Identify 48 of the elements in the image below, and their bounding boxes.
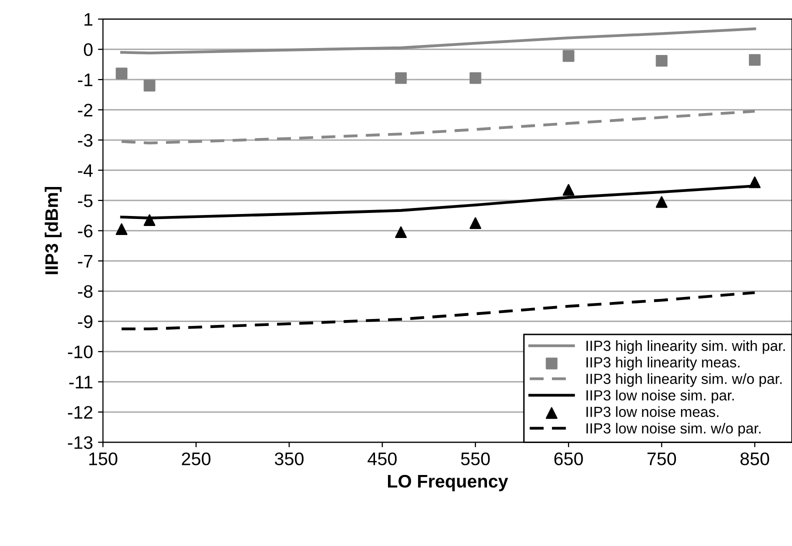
point [656,54,668,67]
point [562,184,574,196]
y-axis-title: IIP3 [dBm] [44,187,62,274]
point [470,217,482,229]
line-series [120,27,756,54]
y-tick-label: -4 [78,164,93,177]
point [748,176,761,188]
point [748,54,761,66]
point [144,214,156,226]
y-tick-label: -5 [78,194,92,208]
legend-label: IIP3 low noise sim. w/o par. [586,422,761,436]
legend-label: IIP3 high linearity sim. with par. [586,340,785,354]
legend-label: IIP3 low noise meas. [586,406,718,418]
point [144,80,156,92]
y-tick-label: -11 [69,376,92,388]
legend-label: IIP3 high linearity sim. w/o par. [586,373,782,387]
y-tick-label: -2 [78,104,92,116]
point [470,72,482,84]
point [562,50,574,62]
x-tick-label: 750 [648,452,676,466]
line-series [120,110,756,144]
x-axis-title: LO Frequency [388,474,508,492]
y-tick-label: -6 [78,224,92,238]
y-tick-label: -7 [78,255,92,268]
legend-label: IIP3 low noise sim. par. [586,390,734,404]
y-tick-label: 0 [84,43,93,56]
line-series [120,291,756,330]
x-tick-label: 150 [89,452,118,466]
y-tick-label: 1 [84,13,92,26]
x-tick-label: 250 [182,452,210,466]
point [656,196,668,208]
x-tick-label: 550 [461,452,490,466]
point [116,68,128,80]
y-tick-label: -12 [68,406,92,419]
x-tick-label: 450 [368,452,397,466]
y-tick-label: -8 [78,285,92,298]
x-tick-label: 650 [554,452,583,466]
point [395,72,407,84]
x-tick-label: 350 [274,452,304,466]
y-tick-label: -3 [78,134,92,147]
y-tick-label: -10 [68,346,93,358]
x-tick-label: 850 [740,452,770,466]
point [116,223,128,236]
legend-label: IIP3 high linearity meas. [586,356,740,370]
y-tick-label: -1 [78,74,92,86]
y-tick-label: -13 [68,436,92,449]
point [395,226,407,238]
y-tick-label: -9 [78,315,92,328]
